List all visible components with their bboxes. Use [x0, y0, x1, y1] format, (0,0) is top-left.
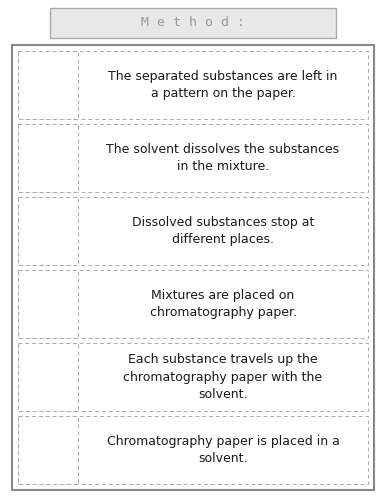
Text: The separated substances are left in
a pattern on the paper.: The separated substances are left in a p…	[108, 70, 338, 100]
Text: Each substance travels up the
chromatography paper with the
solvent.: Each substance travels up the chromatogr…	[124, 354, 323, 401]
FancyBboxPatch shape	[18, 124, 368, 192]
Text: The solvent dissolves the substances
in the mixture.: The solvent dissolves the substances in …	[107, 143, 340, 173]
FancyBboxPatch shape	[18, 197, 78, 265]
FancyBboxPatch shape	[18, 270, 78, 338]
FancyBboxPatch shape	[18, 124, 78, 192]
Text: Dissolved substances stop at
different places.: Dissolved substances stop at different p…	[132, 216, 314, 246]
FancyBboxPatch shape	[18, 51, 78, 119]
FancyBboxPatch shape	[18, 416, 368, 484]
FancyBboxPatch shape	[18, 197, 368, 265]
FancyBboxPatch shape	[18, 51, 368, 119]
FancyBboxPatch shape	[50, 8, 336, 38]
FancyBboxPatch shape	[12, 45, 374, 490]
Text: Mixtures are placed on
chromatography paper.: Mixtures are placed on chromatography pa…	[149, 289, 296, 319]
FancyBboxPatch shape	[18, 270, 368, 338]
FancyBboxPatch shape	[18, 343, 78, 411]
FancyBboxPatch shape	[18, 343, 368, 411]
Text: M e t h o d :: M e t h o d :	[141, 16, 245, 30]
Text: Chromatography paper is placed in a
solvent.: Chromatography paper is placed in a solv…	[107, 435, 339, 465]
FancyBboxPatch shape	[18, 416, 78, 484]
